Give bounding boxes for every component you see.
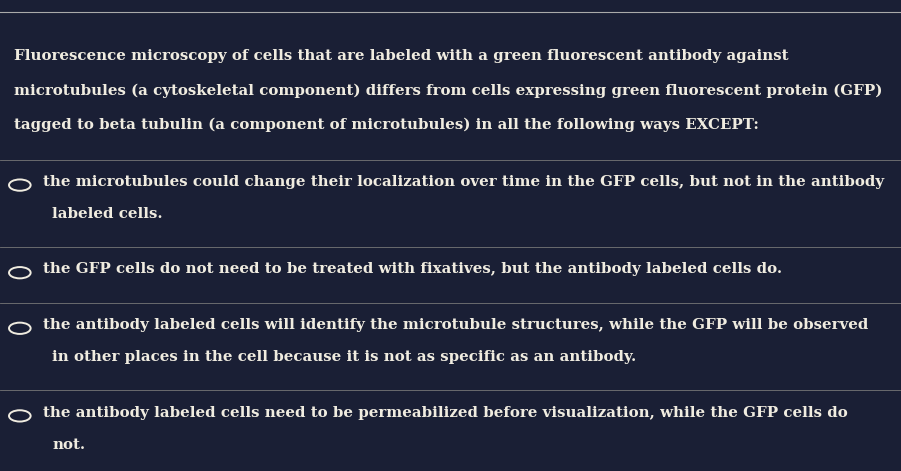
Text: the microtubules could change their localization over time in the GFP cells, but: the microtubules could change their loca… <box>43 175 885 189</box>
Text: in other places in the cell because it is not as specific as an antibody.: in other places in the cell because it i… <box>52 350 636 364</box>
Text: the antibody labeled cells will identify the microtubule structures, while the G: the antibody labeled cells will identify… <box>43 318 869 332</box>
Text: Fluorescence microscopy of cells that are labeled with a green fluorescent antib: Fluorescence microscopy of cells that ar… <box>14 49 788 64</box>
Text: microtubules (a cytoskeletal component) differs from cells expressing green fluo: microtubules (a cytoskeletal component) … <box>14 83 882 98</box>
Text: tagged to beta tubulin (a component of microtubules) in all the following ways E: tagged to beta tubulin (a component of m… <box>14 117 759 132</box>
Text: the GFP cells do not need to be treated with fixatives, but the antibody labeled: the GFP cells do not need to be treated … <box>43 262 782 276</box>
Text: not.: not. <box>52 438 86 452</box>
Text: labeled cells.: labeled cells. <box>52 207 163 221</box>
Text: the antibody labeled cells need to be permeabilized before visualization, while : the antibody labeled cells need to be pe… <box>43 406 848 420</box>
